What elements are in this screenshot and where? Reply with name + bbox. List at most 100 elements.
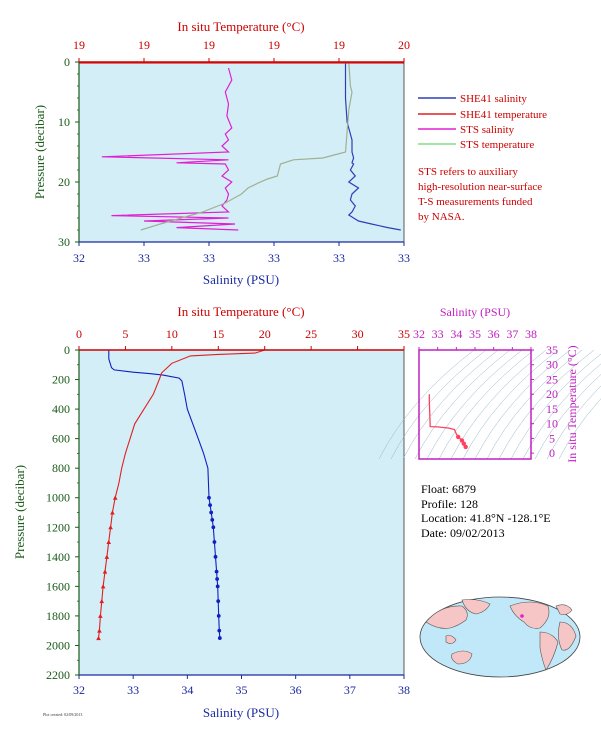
legend-label-sts-salinity: STS salinity xyxy=(460,124,515,136)
upper-bottom-tick-labels: 32 33 33 33 33 33 xyxy=(73,242,410,265)
lower-y-tick-label: 1600 xyxy=(46,579,70,593)
lower-top-tick-label: 15 xyxy=(212,327,224,341)
note-line-3: T-S measurements funded xyxy=(418,196,533,208)
inset-top-tick-label: 36 xyxy=(488,327,500,341)
lower-y-tick-label: 600 xyxy=(52,432,70,446)
upper-y-tick-label: 20 xyxy=(58,175,70,189)
map-land-asia xyxy=(425,605,468,629)
inset-density-contour xyxy=(474,349,571,460)
legend-label-sts-temperature: STS temperature xyxy=(460,139,534,151)
upper-series-line-she41-salinity xyxy=(344,62,401,231)
footnote: Plot created: 02/09/2013 xyxy=(43,712,82,717)
upper-y-tick-label: 10 xyxy=(58,115,70,129)
ts-inset-chart: Salinity (PSU) 32 33 34 35 36 37 38 0510152025… xyxy=(378,305,601,463)
lower-salinity-point xyxy=(217,628,222,633)
inset-right-tick-label: 20 xyxy=(546,387,558,401)
lower-bottom-tick-label: 33 xyxy=(127,683,139,697)
inset-density-contour xyxy=(486,349,583,460)
upper-bottom-tick-label: 33 xyxy=(203,251,215,265)
upper-top-tick-label: 20 xyxy=(398,38,410,52)
lower-temperature-point xyxy=(100,584,106,589)
upper-y-tick-label: 0 xyxy=(64,55,70,69)
upper-series-group xyxy=(79,61,404,231)
lower-salinity-point xyxy=(211,525,216,530)
lower-y-tick-label: 200 xyxy=(52,373,70,387)
inset-top-tick-label: 35 xyxy=(469,327,481,341)
inset-top-tick-label: 38 xyxy=(525,327,537,341)
lower-bottom-tick-label: 36 xyxy=(290,683,302,697)
lower-temperature-point xyxy=(99,598,105,604)
note-line-1: STS refers to auxiliary xyxy=(418,166,518,178)
inset-plot-area xyxy=(419,350,531,459)
inset-right-tick-label: 10 xyxy=(546,417,558,431)
lower-salinity-line xyxy=(108,350,221,639)
upper-top-tick-label: 19 xyxy=(138,38,150,52)
lower-top-tick-label: 20 xyxy=(259,327,271,341)
info-float: Float: 6879 xyxy=(421,482,477,496)
lower-salinity-point xyxy=(210,517,215,522)
map-land-south-america xyxy=(539,631,559,671)
note-line-2: high-resolution near-surface xyxy=(418,181,542,193)
upper-x-axis-label: Salinity (PSU) xyxy=(203,272,279,287)
inset-top-tick-label: 33 xyxy=(432,327,444,341)
inset-top-tick-label: 37 xyxy=(506,327,518,341)
map-land-africa xyxy=(558,621,577,651)
lower-salinity-point xyxy=(207,495,211,500)
lower-y-tick-label: 1000 xyxy=(46,491,70,505)
lower-y-tick-label: 2200 xyxy=(46,668,70,682)
map-land-north-america xyxy=(509,601,550,629)
info-date: Date: 09/02/2013 xyxy=(421,525,505,540)
lower-salinity-point xyxy=(208,503,212,508)
inset-density-contour xyxy=(426,349,523,460)
lower-salinity-point xyxy=(216,599,221,604)
inset-density-contour xyxy=(558,398,601,460)
inset-density-contour xyxy=(510,353,601,460)
lower-y-tick-label: 1400 xyxy=(46,550,70,564)
lower-temperature-point xyxy=(98,613,103,618)
map-land-australia xyxy=(451,650,473,665)
inset-density-contour xyxy=(402,349,499,460)
upper-top-tick-labels: 19 19 19 19 19 20 xyxy=(73,38,410,62)
lower-plot-area xyxy=(79,350,404,675)
inset-right-tick-label: 30 xyxy=(546,358,558,372)
inset-right-tick-label: 25 xyxy=(546,372,558,386)
upper-legend: SHE41 salinity SHE41 temperature STS sal… xyxy=(418,93,547,151)
inset-series-group xyxy=(428,394,468,450)
inset-ts-point xyxy=(461,441,466,446)
inset-right-tick-label: 5 xyxy=(549,431,555,445)
upper-y-axis-label: Pressure (decibar) xyxy=(32,105,47,199)
lower-bottom-tick-label: 34 xyxy=(181,683,193,697)
lower-y-tick-label: 800 xyxy=(52,461,70,475)
lower-y-tick-labels: 0 200 400 600 800 1000 1200 1400 1600 1800 2000 220… xyxy=(46,343,79,682)
legend-label-she41-salinity: SHE41 salinity xyxy=(460,93,527,105)
upper-bottom-tick-label: 33 xyxy=(398,251,410,265)
inset-top-tick-label: 32 xyxy=(413,327,425,341)
lower-top-tick-label: 35 xyxy=(398,327,410,341)
map-land-europe xyxy=(555,604,573,615)
lower-salinity-point xyxy=(209,510,214,515)
lower-temperature-point xyxy=(104,554,110,559)
upper-top-tick-label: 19 xyxy=(73,38,85,52)
lower-top-tick-label: 0 xyxy=(76,327,82,341)
legend-label-she41-temperature: SHE41 temperature xyxy=(460,109,547,121)
upper-y-tick-labels: 0 10 20 30 xyxy=(58,55,79,249)
upper-y-tick-label: 30 xyxy=(58,235,70,249)
lower-temperature-point xyxy=(96,635,101,641)
upper-bottom-tick-label: 33 xyxy=(268,251,280,265)
lower-top-axis-title: In situ Temperature (°C) xyxy=(177,304,304,319)
inset-ts-point xyxy=(456,434,461,440)
lower-y-tick-label: 2000 xyxy=(46,638,70,652)
info-profile: Profile: 128 xyxy=(421,496,478,511)
lower-y-tick-label: 1800 xyxy=(46,609,70,623)
upper-profile-chart: In situ Temperature (°C) 19 19 19 19 19 20 32… xyxy=(32,19,410,287)
upper-top-tick-label: 19 xyxy=(203,38,215,52)
lower-top-tick-labels: 0 5 10 15 20 25 30 35 xyxy=(76,327,410,350)
inset-top-tick-labels: 32 33 34 35 36 37 38 xyxy=(413,327,537,350)
lower-y-axis-label: Pressure (decibar) xyxy=(12,465,27,559)
upper-top-axis-title: In situ Temperature (°C) xyxy=(177,19,304,34)
lower-series-group xyxy=(96,349,265,641)
upper-series-line-sts-salinity xyxy=(101,67,239,231)
lower-bottom-tick-label: 37 xyxy=(344,683,356,697)
inset-top-tick-label: 34 xyxy=(450,327,462,341)
upper-top-tick-label: 19 xyxy=(268,38,280,52)
